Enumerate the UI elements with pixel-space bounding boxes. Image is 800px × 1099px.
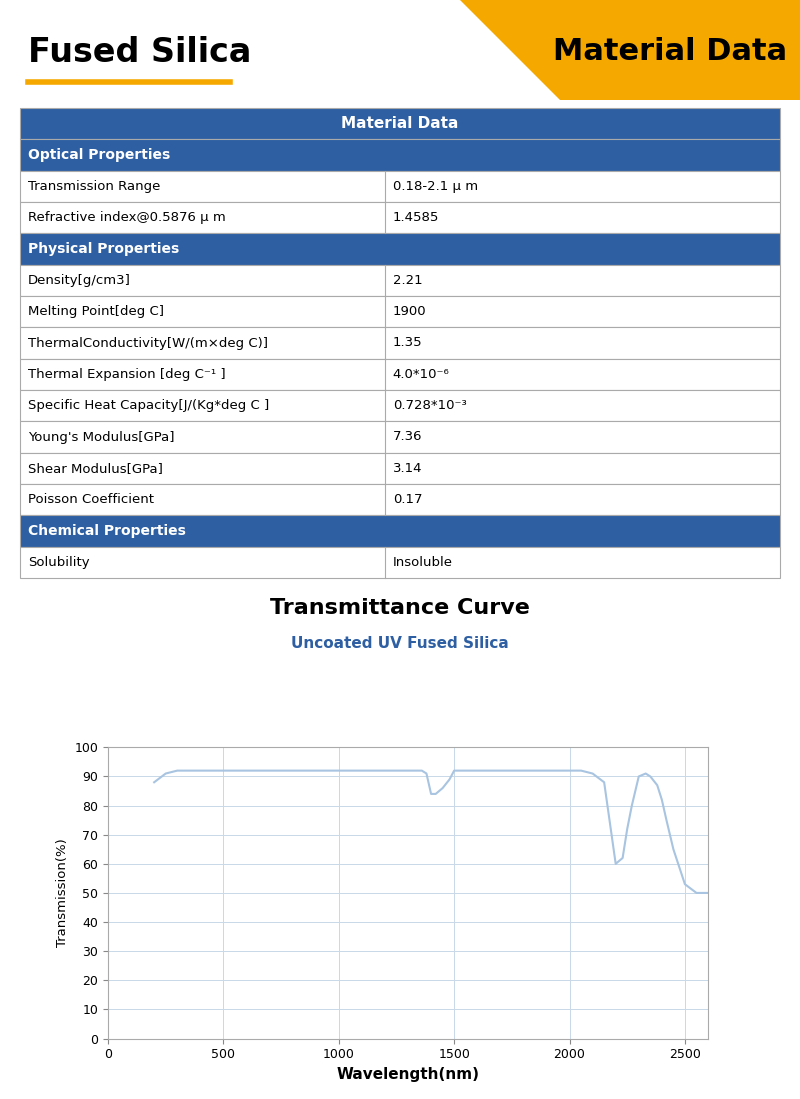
- Text: 0.728*10⁻³: 0.728*10⁻³: [393, 399, 466, 412]
- Text: Shear Modulus[GPa]: Shear Modulus[GPa]: [28, 462, 163, 475]
- Bar: [20, 140, 780, 170]
- Bar: [20, 170, 780, 202]
- Text: Transmittance Curve: Transmittance Curve: [270, 598, 530, 618]
- Polygon shape: [460, 0, 800, 100]
- Text: 1.35: 1.35: [393, 336, 422, 349]
- Text: Uncoated UV Fused Silica: Uncoated UV Fused Silica: [291, 635, 509, 651]
- Text: Insoluble: Insoluble: [393, 556, 453, 569]
- Bar: [20, 358, 780, 390]
- Text: Thermal Expansion [deg C⁻¹ ]: Thermal Expansion [deg C⁻¹ ]: [28, 368, 226, 381]
- Text: Specific Heat Capacity[J/(Kg*deg C ]: Specific Heat Capacity[J/(Kg*deg C ]: [28, 399, 270, 412]
- Bar: [20, 515, 780, 546]
- X-axis label: Wavelength(nm): Wavelength(nm): [337, 1067, 479, 1081]
- Text: Physical Properties: Physical Properties: [28, 242, 179, 256]
- Text: 2.21: 2.21: [393, 274, 422, 287]
- Text: Chemical Properties: Chemical Properties: [28, 524, 186, 539]
- Bar: [20, 296, 780, 328]
- Bar: [20, 265, 780, 296]
- Text: Material Data: Material Data: [342, 116, 458, 131]
- Text: Material Data: Material Data: [553, 37, 787, 67]
- Text: 0.17: 0.17: [393, 493, 422, 507]
- Text: Melting Point[deg C]: Melting Point[deg C]: [28, 306, 164, 319]
- Text: 4.0*10⁻⁶: 4.0*10⁻⁶: [393, 368, 450, 381]
- Text: Young's Modulus[GPa]: Young's Modulus[GPa]: [28, 431, 174, 444]
- Text: Fused Silica: Fused Silica: [28, 35, 251, 68]
- Text: Optical Properties: Optical Properties: [28, 148, 170, 162]
- Bar: [20, 108, 780, 140]
- Text: 3.14: 3.14: [393, 462, 422, 475]
- Text: 7.36: 7.36: [393, 431, 422, 444]
- Y-axis label: Transmission(%): Transmission(%): [56, 839, 69, 947]
- Text: Poisson Coefficient: Poisson Coefficient: [28, 493, 154, 507]
- Bar: [20, 390, 780, 421]
- Text: Transmission Range: Transmission Range: [28, 180, 160, 192]
- Bar: [20, 202, 780, 233]
- Bar: [20, 233, 780, 265]
- Text: Solubility: Solubility: [28, 556, 90, 569]
- Bar: [20, 328, 780, 358]
- Bar: [20, 484, 780, 515]
- Bar: [20, 546, 780, 578]
- Text: ThermalConductivity[W/(m×deg C)]: ThermalConductivity[W/(m×deg C)]: [28, 336, 268, 349]
- Text: Refractive index@0.5876 μ m: Refractive index@0.5876 μ m: [28, 211, 226, 224]
- Bar: [20, 421, 780, 453]
- Text: 1900: 1900: [393, 306, 426, 319]
- Text: 1.4585: 1.4585: [393, 211, 439, 224]
- Bar: [20, 453, 780, 484]
- Text: Density[g/cm3]: Density[g/cm3]: [28, 274, 131, 287]
- Text: 0.18-2.1 μ m: 0.18-2.1 μ m: [393, 180, 478, 192]
